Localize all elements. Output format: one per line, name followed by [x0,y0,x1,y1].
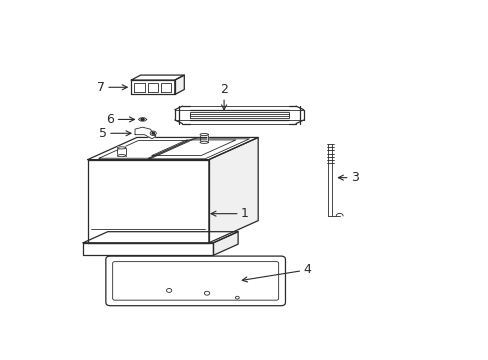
Polygon shape [117,154,125,157]
Polygon shape [148,139,249,159]
Text: 1: 1 [211,207,248,220]
Text: 3: 3 [338,171,358,184]
Text: 5: 5 [99,127,131,140]
Polygon shape [152,140,235,156]
Polygon shape [83,232,238,243]
Circle shape [152,132,154,134]
Polygon shape [200,134,208,143]
Polygon shape [200,134,208,136]
Polygon shape [138,118,146,121]
Polygon shape [87,159,208,243]
Polygon shape [83,243,213,255]
Polygon shape [200,141,208,143]
Polygon shape [161,82,171,92]
Text: 6: 6 [106,113,134,126]
FancyBboxPatch shape [105,256,285,306]
Text: 2: 2 [220,83,227,110]
Polygon shape [87,138,258,159]
Polygon shape [213,232,238,255]
Text: 4: 4 [242,263,311,282]
Polygon shape [189,112,288,116]
Polygon shape [134,82,144,92]
Polygon shape [99,140,187,158]
Polygon shape [131,80,175,94]
Polygon shape [175,75,184,94]
Polygon shape [117,147,125,149]
Polygon shape [131,75,184,80]
Text: 7: 7 [97,81,127,94]
Polygon shape [147,82,158,92]
Polygon shape [117,147,125,157]
Polygon shape [135,127,156,139]
Polygon shape [189,114,288,118]
Circle shape [141,118,144,121]
Polygon shape [208,138,258,243]
